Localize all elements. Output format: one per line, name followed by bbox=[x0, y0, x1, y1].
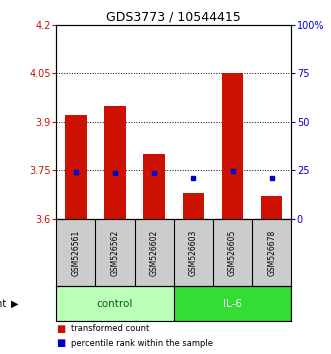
Bar bbox=[222, 73, 243, 219]
Text: ▶: ▶ bbox=[11, 299, 19, 309]
Text: ■: ■ bbox=[56, 338, 66, 348]
Text: percentile rank within the sample: percentile rank within the sample bbox=[71, 339, 213, 348]
Text: agent: agent bbox=[0, 299, 7, 309]
Bar bbox=[174, 286, 291, 321]
Bar bbox=[56, 286, 174, 321]
Bar bbox=[65, 115, 87, 219]
Text: GSM526602: GSM526602 bbox=[150, 229, 159, 276]
Bar bbox=[183, 193, 204, 219]
Bar bbox=[261, 196, 282, 219]
Bar bbox=[104, 105, 126, 219]
Text: ■: ■ bbox=[56, 324, 66, 334]
Text: transformed count: transformed count bbox=[71, 324, 149, 333]
Text: GSM526561: GSM526561 bbox=[71, 229, 80, 276]
Text: GSM526605: GSM526605 bbox=[228, 229, 237, 276]
Title: GDS3773 / 10544415: GDS3773 / 10544415 bbox=[106, 11, 241, 24]
Text: GSM526603: GSM526603 bbox=[189, 229, 198, 276]
Text: IL-6: IL-6 bbox=[223, 299, 242, 309]
Bar bbox=[143, 154, 165, 219]
Text: GSM526678: GSM526678 bbox=[267, 229, 276, 276]
Text: control: control bbox=[97, 299, 133, 309]
Text: GSM526562: GSM526562 bbox=[111, 229, 119, 276]
